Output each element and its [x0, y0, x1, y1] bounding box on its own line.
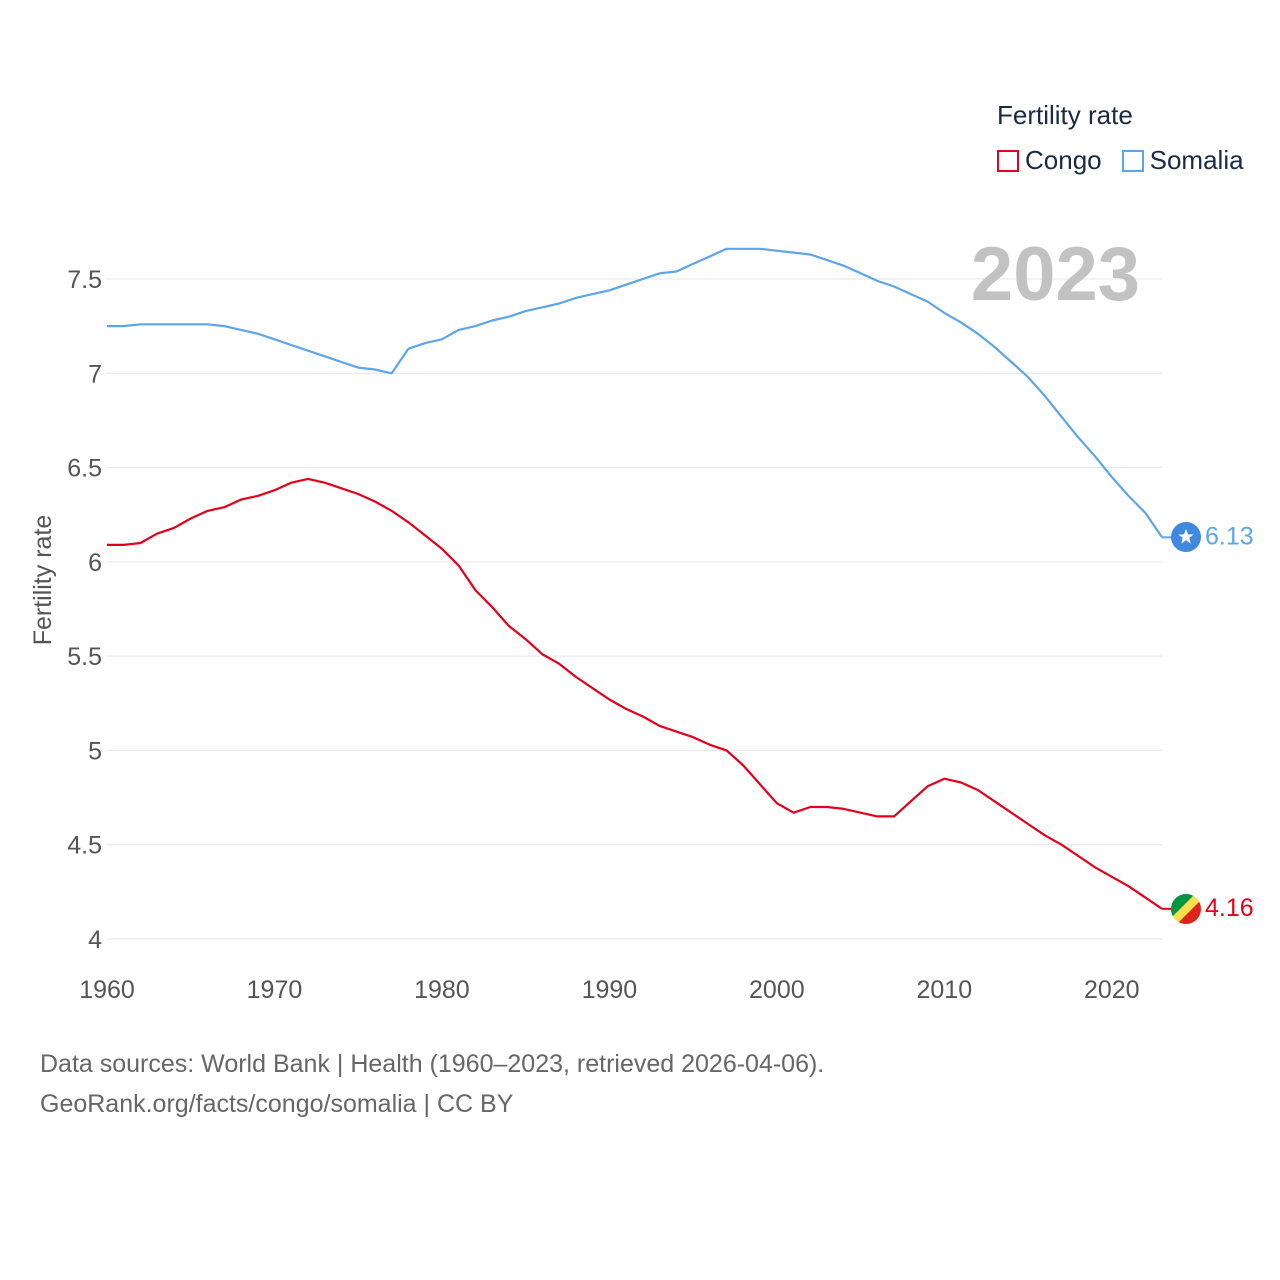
- series-lines: [107, 247, 1172, 910]
- legend-item-somalia[interactable]: Somalia: [1121, 145, 1244, 176]
- grid-lines: [107, 278, 1162, 940]
- x-tick-label: 1970: [247, 976, 303, 1004]
- y-tick-label: 6.5: [67, 455, 102, 483]
- somalia-flag-icon: [1171, 522, 1201, 552]
- y-tick-label: 7.5: [67, 266, 102, 294]
- y-tick-label: 4.5: [67, 832, 102, 860]
- legend-label-somalia: Somalia: [1149, 145, 1244, 175]
- x-tick-label: 1990: [582, 976, 638, 1004]
- end-markers: [1171, 522, 1201, 924]
- year-label: 2023: [971, 232, 1140, 317]
- y-tick-label: 5.5: [67, 643, 102, 671]
- y-axis-label: Fertility rate: [29, 515, 57, 646]
- congo-flag-icon: [1171, 894, 1201, 924]
- y-tick-label: 7: [88, 360, 102, 388]
- attribution-link[interactable]: GeoRank.org/facts/congo/somalia | CC BY: [40, 1090, 514, 1118]
- end-value-labels: 4.16 6.13: [1205, 522, 1254, 921]
- x-tick-label: 2000: [749, 976, 805, 1004]
- legend: Fertility rate Congo Somalia: [997, 100, 1244, 176]
- legend-item-congo[interactable]: Congo: [997, 145, 1102, 176]
- x-tick-label: 2020: [1084, 976, 1140, 1004]
- x-tick-label: 1980: [414, 976, 470, 1004]
- end-value-label-congo: 4.16: [1205, 894, 1254, 922]
- series-line-congo: [107, 477, 1163, 910]
- legend-swatch-somalia: [1121, 149, 1144, 172]
- data-sources-text: Data sources: World Bank | Health (1960–…: [40, 1050, 825, 1078]
- end-value-label-somalia: 6.13: [1205, 522, 1254, 550]
- x-tick-label: 1960: [79, 976, 135, 1004]
- legend-title: Fertility rate: [997, 100, 1133, 130]
- x-axis: 1960 1970 1980 1990 2000 2010 2020: [79, 976, 1139, 1004]
- y-tick-label: 4: [88, 926, 102, 954]
- x-tick-label: 2010: [916, 976, 972, 1004]
- series-line-somalia: [107, 247, 1163, 538]
- y-tick-label: 6: [88, 549, 102, 577]
- footer: Data sources: World Bank | Health (1960–…: [40, 1044, 824, 1124]
- y-tick-label: 5: [88, 737, 102, 765]
- y-axis: 4 4.5 5 5.5 6 6.5 7 7.5: [67, 266, 102, 954]
- legend-swatch-congo: [997, 149, 1019, 172]
- legend-label-congo: Congo: [1025, 145, 1102, 175]
